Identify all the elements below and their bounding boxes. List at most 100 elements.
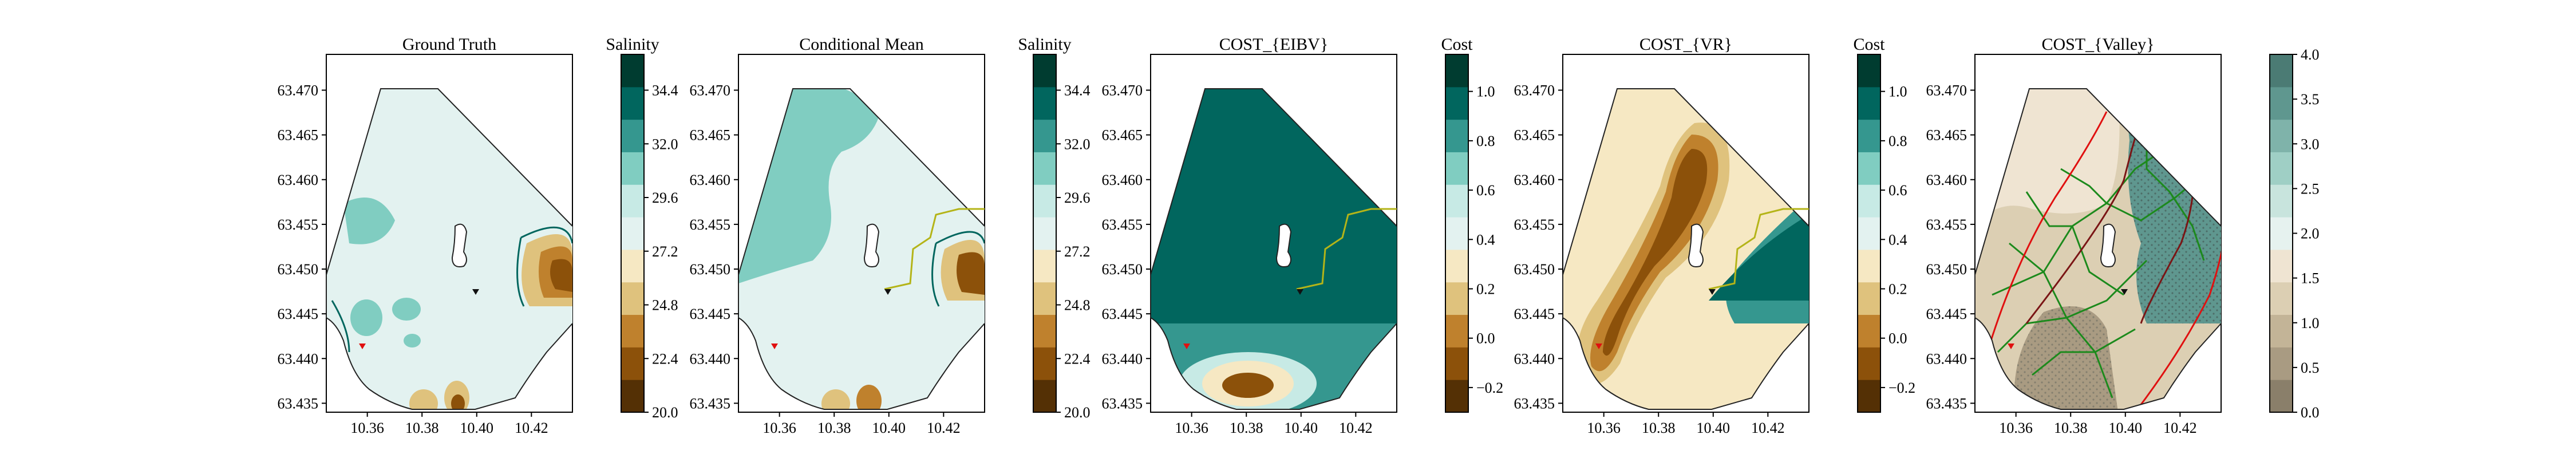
y-tick-label: 63.445	[690, 306, 731, 322]
colorbar-tick-label: 20.0	[1064, 404, 1091, 421]
x-tick-label: 10.36	[1587, 420, 1621, 436]
island	[2100, 223, 2116, 267]
y-tick-label: 63.440	[1926, 350, 1967, 367]
coastline	[738, 275, 985, 410]
vehicle-marker	[472, 289, 479, 295]
colorbar-title: Cost	[1441, 35, 1473, 54]
y-tick-label: 63.455	[278, 216, 319, 233]
vehicle-track	[1296, 208, 1397, 290]
contour-line	[931, 243, 940, 307]
x-tick-label: 10.42	[2163, 420, 2197, 436]
y-tick-label: 63.445	[1926, 306, 1967, 322]
y-tick-label: 63.460	[1514, 172, 1555, 188]
colorbar-tick-label: 1.0	[1476, 84, 1495, 100]
start-marker	[771, 344, 778, 349]
colorbar-tick-label: 27.2	[652, 243, 678, 260]
vehicle-track	[1708, 208, 1809, 290]
y-tick-label: 63.465	[690, 127, 731, 144]
y-tick-label: 63.460	[1102, 172, 1143, 188]
colorbar-tick-label: 34.4	[652, 82, 678, 99]
y-tick-label: 63.440	[1102, 350, 1143, 367]
start-marker	[1183, 344, 1190, 349]
x-axis: 10.36 10.38 10.40 10.42	[762, 412, 961, 436]
panel-conditional-mean: Conditional Mean 10.36 10.38 10.40 1	[690, 35, 1091, 436]
x-tick-label: 10.40	[1697, 420, 1730, 436]
plot-area	[326, 54, 573, 413]
colorbar-tick-label: −0.2	[1476, 380, 1503, 396]
x-tick-label: 10.36	[350, 420, 384, 436]
x-axis: 10.36 10.38 10.40 10.42	[1587, 412, 1785, 436]
x-tick-label: 10.40	[2109, 420, 2143, 436]
plot-area	[1150, 54, 1397, 413]
colorbar-tick-label: 32.0	[652, 136, 678, 152]
contour-region	[957, 252, 985, 295]
island	[863, 223, 880, 267]
coastline	[1150, 275, 1397, 410]
x-tick-label: 10.38	[405, 420, 439, 436]
y-tick-label: 63.460	[1926, 172, 1967, 188]
y-axis: 63.435 63.440 63.445 63.450 63.455 63.460 63.4…	[278, 82, 326, 412]
contour-region	[409, 389, 438, 409]
colorbar-tick-label: 0.4	[1476, 231, 1495, 248]
colorbar-tick-label: 1.0	[2301, 315, 2320, 331]
colorbar: 0.0 0.5 1.0 1.5 2.0 2.5 3.0 3.5 4.0	[2269, 46, 2320, 421]
colorbar-title: Cost	[1853, 35, 1885, 54]
y-tick-label: 63.435	[278, 395, 319, 412]
colorbar-segment	[1858, 217, 1880, 250]
colorbar-tick-label: 22.4	[1064, 350, 1091, 367]
colorbar-tick-label: 2.5	[2301, 180, 2320, 197]
contour-line	[935, 231, 985, 244]
colorbar-segment	[621, 380, 644, 413]
contour-region	[1603, 149, 1708, 356]
colorbar-segment	[1858, 249, 1880, 283]
colorbar-segment	[621, 86, 644, 120]
colorbar-tick-label: 0.6	[1888, 182, 1907, 199]
y-tick-label: 63.445	[1514, 306, 1555, 322]
panel-cost-vr: COST_{VR} 10.36 10.38 10.40 10.42 63.43563.…	[1514, 35, 1916, 436]
colorbar-segment	[2270, 347, 2293, 380]
colorbar-segment	[1858, 380, 1880, 413]
colorbar-segment	[2270, 54, 2293, 88]
colorbar-segment	[1445, 217, 1468, 250]
contour-region	[343, 198, 395, 244]
colorbar-tick-label: 24.8	[652, 297, 678, 314]
x-axis: 10.36 10.38 10.40 10.42	[1175, 412, 1373, 436]
colorbar-tick-label: 0.8	[1476, 133, 1495, 149]
colorbar-segment	[1445, 119, 1468, 152]
y-axis: 63.435 63.440 63.445 63.450 63.455 63.460 63.4…	[1926, 82, 1975, 412]
colorbar-tick-label: 29.6	[652, 189, 678, 206]
x-tick-label: 10.40	[460, 420, 494, 436]
vehicle-marker	[1297, 289, 1303, 295]
y-axis: 63.435 63.440 63.445 63.450 63.455 63.460 63.4…	[1102, 82, 1151, 412]
panel-cost-eibv: COST_{EIBV} 10.36 10.38 10.40 10.42 63.4356…	[1102, 35, 1504, 436]
colorbar-segment	[1033, 184, 1056, 218]
vehicle-track	[884, 208, 985, 290]
x-tick-label: 10.42	[1751, 420, 1785, 436]
colorbar-tick-label: 0.8	[1888, 133, 1907, 149]
start-marker	[1595, 344, 1602, 349]
colorbar-segment	[2270, 184, 2293, 218]
plot-area	[1562, 54, 1809, 413]
contour-region	[451, 394, 465, 409]
colorbar-title: Salinity	[1018, 35, 1071, 54]
colorbar-segment	[1445, 347, 1468, 380]
x-axis: 10.36 10.38 10.40 10.42	[1999, 412, 2197, 436]
island-shape	[1275, 223, 1292, 267]
y-tick-label: 63.435	[1102, 395, 1143, 412]
colorbar-segment	[1858, 282, 1880, 315]
y-tick-label: 63.445	[1102, 306, 1143, 322]
contour-region	[1222, 373, 1274, 398]
colorbar-segment	[1858, 347, 1880, 380]
y-tick-label: 63.440	[278, 350, 319, 367]
colorbar-segment	[621, 249, 644, 283]
y-tick-label: 63.470	[1926, 82, 1967, 99]
colorbar-segment	[1445, 314, 1468, 348]
colorbar-tick-label: 3.5	[2301, 91, 2320, 108]
contour-line	[520, 226, 572, 244]
colorbar-tick-label: 27.2	[1064, 243, 1091, 260]
colorbar-segment	[1445, 282, 1468, 315]
y-tick-label: 63.450	[690, 261, 731, 278]
colorbar-segment	[621, 152, 644, 185]
colorbar-tick-label: 20.0	[652, 404, 678, 421]
x-tick-label: 10.38	[2054, 420, 2088, 436]
